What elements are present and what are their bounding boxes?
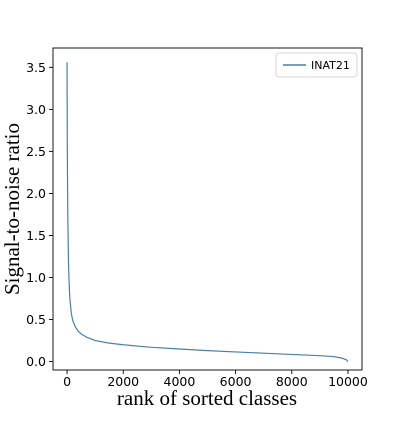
x-tick-label: 8000 xyxy=(276,374,308,389)
y-tick-label: 1.0 xyxy=(26,270,46,285)
y-tick-label: 0.0 xyxy=(26,354,46,369)
y-tick-label: 3.0 xyxy=(26,102,46,117)
x-tick-label: 10000 xyxy=(328,374,368,389)
legend-box xyxy=(275,52,358,78)
y-axis-title: Signal-to-noise ratio xyxy=(0,123,24,295)
x-tick-label: 0 xyxy=(63,374,71,389)
legend-label-inat21: INAT21 xyxy=(311,59,350,72)
y-tick-label: 2.5 xyxy=(26,144,46,159)
x-axis-ticks: 0 2000 4000 6000 8000 10000 xyxy=(63,370,368,389)
y-tick-label: 3.5 xyxy=(26,60,46,75)
y-tick-label: 0.5 xyxy=(26,312,46,327)
y-axis-ticks: 0.0 0.5 1.0 1.5 2.0 2.5 3.0 3.5 xyxy=(26,60,53,369)
x-tick-label: 2000 xyxy=(107,374,139,389)
x-tick-label: 6000 xyxy=(220,374,252,389)
y-tick-label: 1.5 xyxy=(26,228,46,243)
x-axis-title: rank of sorted classes xyxy=(117,386,297,410)
x-tick-label: 4000 xyxy=(164,374,196,389)
legend: INAT21 xyxy=(275,52,358,78)
y-tick-label: 2.0 xyxy=(26,186,46,201)
series-line-inat21 xyxy=(66,62,349,362)
plot-frame xyxy=(52,47,363,371)
